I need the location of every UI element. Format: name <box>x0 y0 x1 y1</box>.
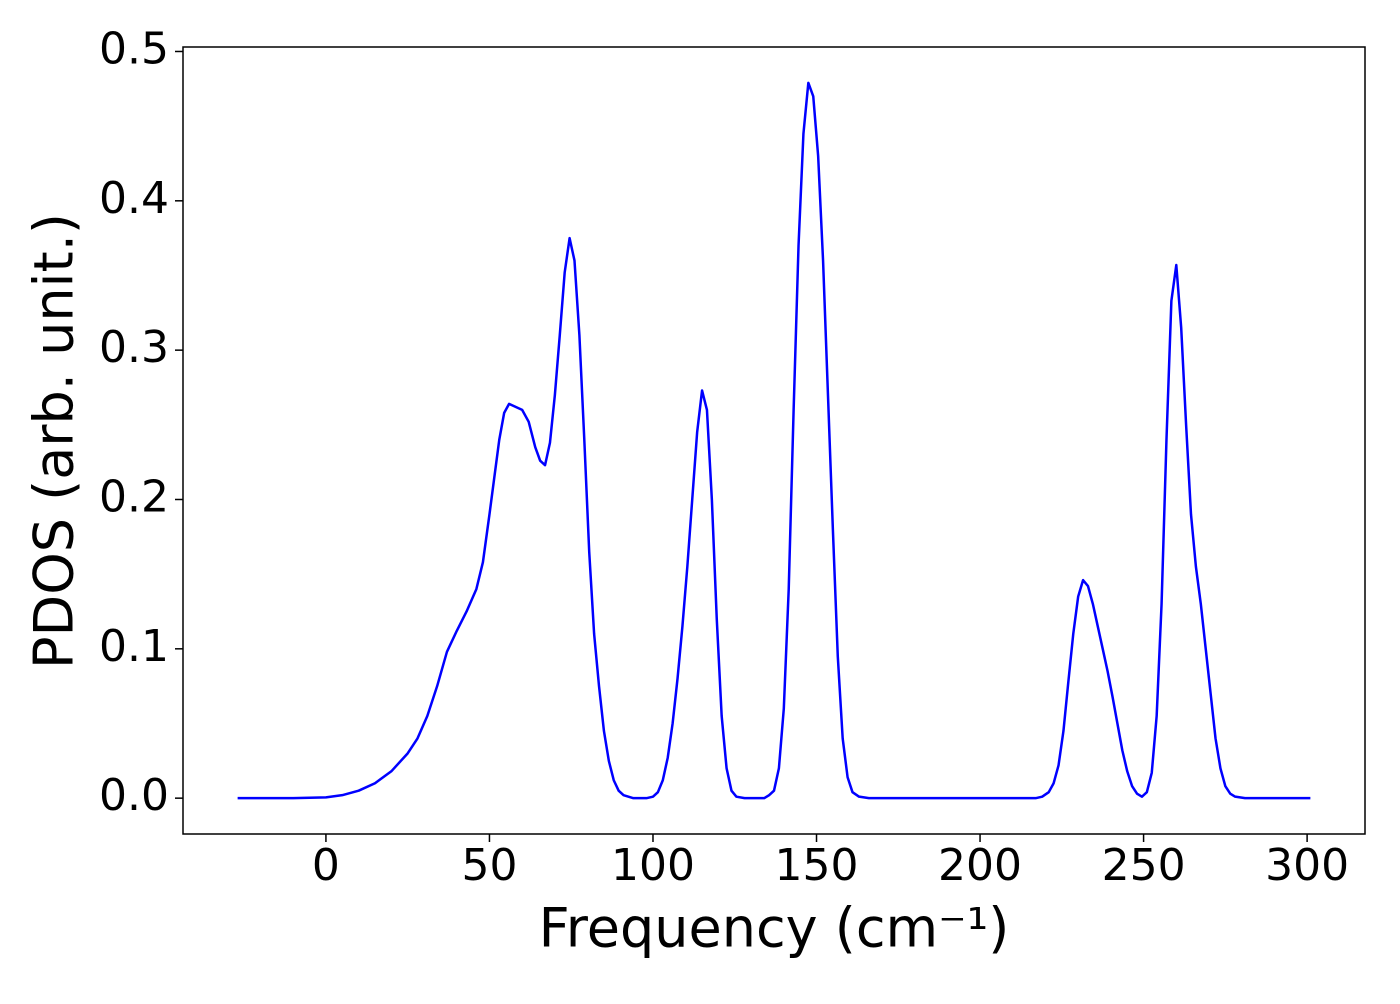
plot-frame <box>182 46 1366 835</box>
y-tick-label: 0.0 <box>99 770 169 821</box>
x-tick-label: 150 <box>775 840 859 891</box>
y-tick-label: 0.3 <box>99 322 169 373</box>
x-tick-label: 300 <box>1265 840 1349 891</box>
y-axis-label: PDOS (arb. unit.) <box>23 213 86 669</box>
y-tick-label: 0.1 <box>99 621 169 672</box>
y-tick-label: 0.2 <box>99 471 169 522</box>
x-axis-label: Frequency (cm⁻¹) <box>539 897 1010 960</box>
x-tick-label: 250 <box>1102 840 1186 891</box>
data-line <box>237 81 1311 800</box>
x-tick-label: 0 <box>312 840 340 891</box>
y-tick-label: 0.5 <box>99 23 169 74</box>
y-tick-label: 0.4 <box>99 173 169 224</box>
x-tick-label: 100 <box>611 840 695 891</box>
x-tick-label: 200 <box>938 840 1022 891</box>
x-tick-label: 50 <box>461 840 517 891</box>
